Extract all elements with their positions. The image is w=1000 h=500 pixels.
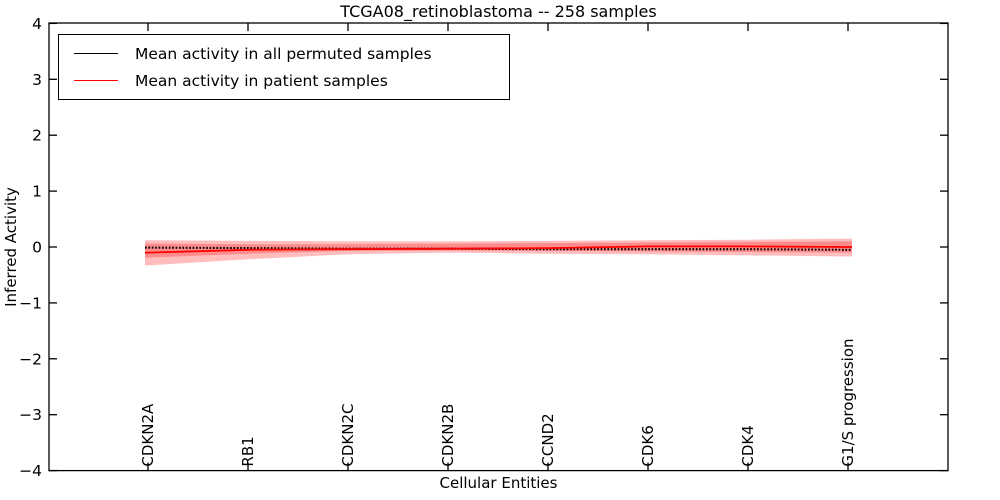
y-tick-label: −4 [19,462,42,480]
x-tick-label: CDK4 [739,425,757,466]
x-tick-label: RB1 [239,436,257,466]
legend-label-patient: Mean activity in patient samples [135,71,388,90]
legend-label-permuted: Mean activity in all permuted samples [135,44,432,63]
tick-label-layer: −4 −3 −2 −1 0 1 2 3 4 CDKN2A RB1 CDKN2C CDKN2B CCND2 C… [19,15,857,480]
x-tick-label: CDKN2C [339,403,357,466]
x-tick-label: CDKN2A [139,403,157,467]
legend-item-patient: Mean activity in patient samples [59,72,509,90]
x-tick-label: CDK6 [639,425,657,466]
y-tick-label: 3 [32,71,42,89]
y-tick-label: −3 [19,406,42,424]
y-tick-label: 0 [32,239,42,257]
x-tick-label: CCND2 [539,413,557,466]
legend-item-permuted: Mean activity in all permuted samples [59,45,509,63]
y-tick-label: 1 [32,183,42,201]
y-axis-label: Inferred Activity [2,186,21,307]
legend-box: Mean activity in all permuted samples Me… [58,34,510,100]
y-tick-label: 4 [32,15,42,33]
patient-line-sample [74,79,118,82]
y-tick-label: −2 [19,350,42,368]
y-tick-label: −1 [19,294,42,312]
y-tick-label: 2 [32,127,42,145]
x-axis-label: Cellular Entities [439,474,558,492]
series-line-permuted [145,246,852,251]
permuted-line-sample [74,52,118,55]
x-tick-label: CDKN2B [439,404,457,467]
series-line-layer [145,245,852,254]
series-line-patient [145,245,852,254]
axes-layer [48,22,949,472]
x-tick-label: G1/S progression [839,338,857,466]
confidence-band-layer [145,238,852,266]
y-axis-label-wrap: Inferred Activity [0,23,22,470]
chart-title: TCGA08_retinoblastoma -- 258 samples [340,2,657,21]
patient-samples-inner-band [145,241,852,258]
patient-samples-outer-band [145,238,852,266]
